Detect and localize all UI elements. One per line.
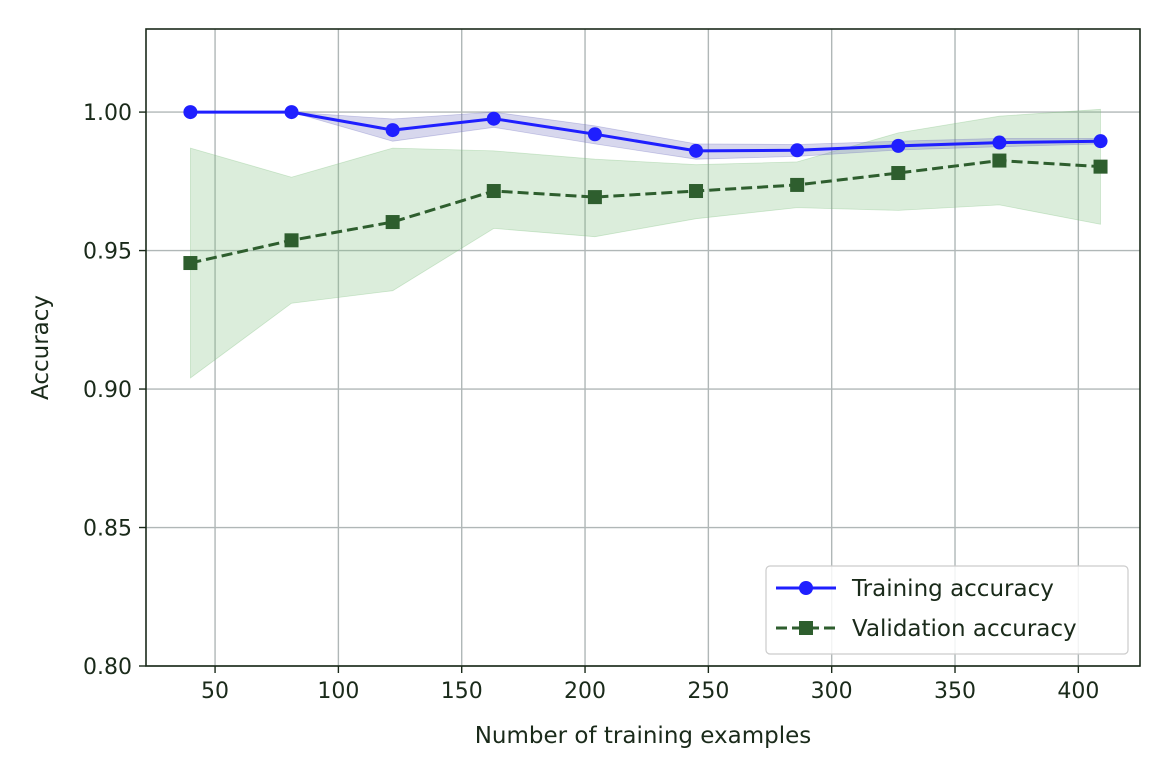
series-line	[190, 110, 1101, 153]
data-point	[992, 153, 1007, 168]
y-tick-label: 0.80	[83, 655, 132, 680]
data-point	[385, 123, 400, 138]
y-axis-ticks: 0.80 0.85 0.90 0.95 1.00	[83, 101, 146, 680]
legend-marker	[799, 581, 813, 595]
data-point	[587, 127, 602, 142]
legend: Training accuracy Validation accuracy	[765, 565, 1129, 655]
x-tick-label: 250	[687, 679, 729, 704]
x-axis-ticks: 50 100 150 200 250 300 350 400	[201, 666, 1099, 704]
plot-frame	[145, 28, 1141, 667]
x-axis-label: Number of training examples	[475, 723, 812, 749]
legend-items: Training accuracy Validation accuracy	[776, 576, 1077, 642]
legend-label: Training accuracy	[851, 576, 1054, 602]
data-point	[1093, 159, 1108, 174]
data-point	[284, 233, 299, 248]
data-point	[1093, 134, 1108, 149]
x-tick-label: 300	[811, 679, 853, 704]
legend-marker	[799, 621, 813, 635]
series-layer	[183, 105, 1108, 271]
data-point	[183, 256, 198, 271]
data-point	[891, 138, 906, 153]
data-point	[284, 105, 299, 120]
legend-label: Validation accuracy	[852, 616, 1077, 642]
y-tick-label: 0.90	[83, 378, 132, 403]
data-point	[689, 143, 704, 158]
data-point	[183, 105, 198, 120]
data-point	[486, 111, 501, 126]
y-tick-label: 1.00	[83, 101, 132, 126]
x-tick-label: 150	[441, 679, 483, 704]
data-point	[891, 166, 906, 181]
y-tick-label: 0.85	[83, 517, 132, 542]
confidence-bands	[190, 108, 1101, 379]
data-point	[992, 135, 1007, 150]
data-point	[689, 184, 704, 199]
data-point	[790, 177, 805, 192]
data-point	[790, 143, 805, 158]
y-axis-label: Accuracy	[28, 295, 54, 400]
y-tick-label: 0.95	[83, 240, 132, 265]
data-point	[587, 190, 602, 205]
x-tick-label: 100	[317, 679, 359, 704]
data-point	[385, 215, 400, 230]
x-tick-label: 200	[564, 679, 606, 704]
x-tick-label: 350	[934, 679, 976, 704]
data-point	[486, 184, 501, 199]
legend-box	[765, 565, 1129, 655]
x-tick-label: 50	[201, 679, 229, 704]
x-tick-label: 400	[1057, 679, 1099, 704]
series-line	[190, 159, 1101, 265]
